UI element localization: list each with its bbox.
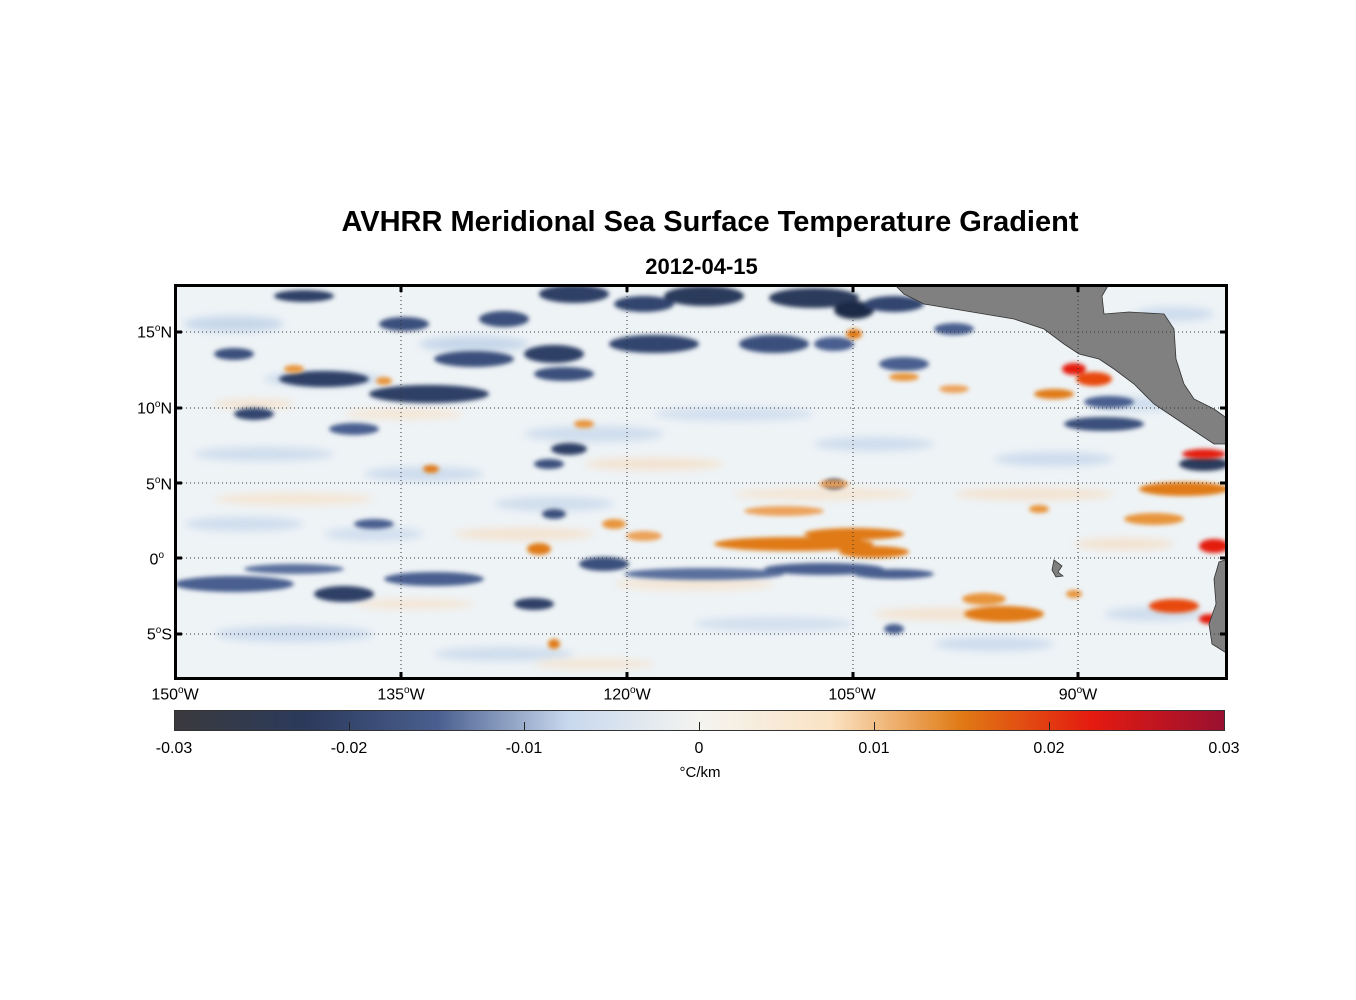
- colorbar-tick-label: 0.02: [1033, 740, 1065, 757]
- galapagos-islands: [1051, 559, 1064, 578]
- lon-label-150w: 150oW: [151, 685, 199, 704]
- lat-label-equator: 0o: [149, 550, 164, 569]
- colorbar-tick-label: -0.01: [505, 740, 543, 757]
- lat-label-15n: 15oN: [137, 323, 172, 342]
- map-date-subtitle: 2012-04-15: [645, 254, 758, 279]
- colorbar-ticks: [349, 722, 1050, 730]
- sst-gradient-map: [174, 284, 1228, 680]
- map-plot-area[interactable]: [174, 284, 1228, 680]
- map-title: AVHRR Meridional Sea Surface Temperature…: [341, 206, 1079, 238]
- colorbar: [174, 710, 1225, 731]
- colorbar-tick-label: -0.03: [155, 740, 193, 757]
- ocean-background: [174, 284, 1228, 680]
- lon-label-90w: 90oW: [1058, 685, 1098, 704]
- colorbar-tick-label: 0: [694, 740, 704, 757]
- colorbar-tick-label: 0.03: [1208, 740, 1240, 757]
- colorbar-tick-label: 0.01: [858, 740, 890, 757]
- lat-label-5n: 5oN: [145, 475, 172, 494]
- lon-label-105w: 105oW: [828, 685, 876, 704]
- strong-positive-gradient-features: [284, 329, 1228, 649]
- axis-ticks: [174, 284, 1228, 680]
- central-america-landmass: [893, 284, 1228, 445]
- colorbar-tick-label: -0.02: [330, 740, 368, 757]
- lat-label-10n: 10oN: [137, 399, 172, 418]
- lon-label-120w: 120oW: [603, 685, 651, 704]
- strong-negative-gradient-features: [174, 285, 1228, 634]
- lat-label-5s: 5oS: [146, 625, 172, 644]
- land-masses: [893, 284, 1228, 655]
- lon-label-135w: 135oW: [377, 685, 425, 704]
- colorbar-unit-label: °C/km: [679, 764, 721, 781]
